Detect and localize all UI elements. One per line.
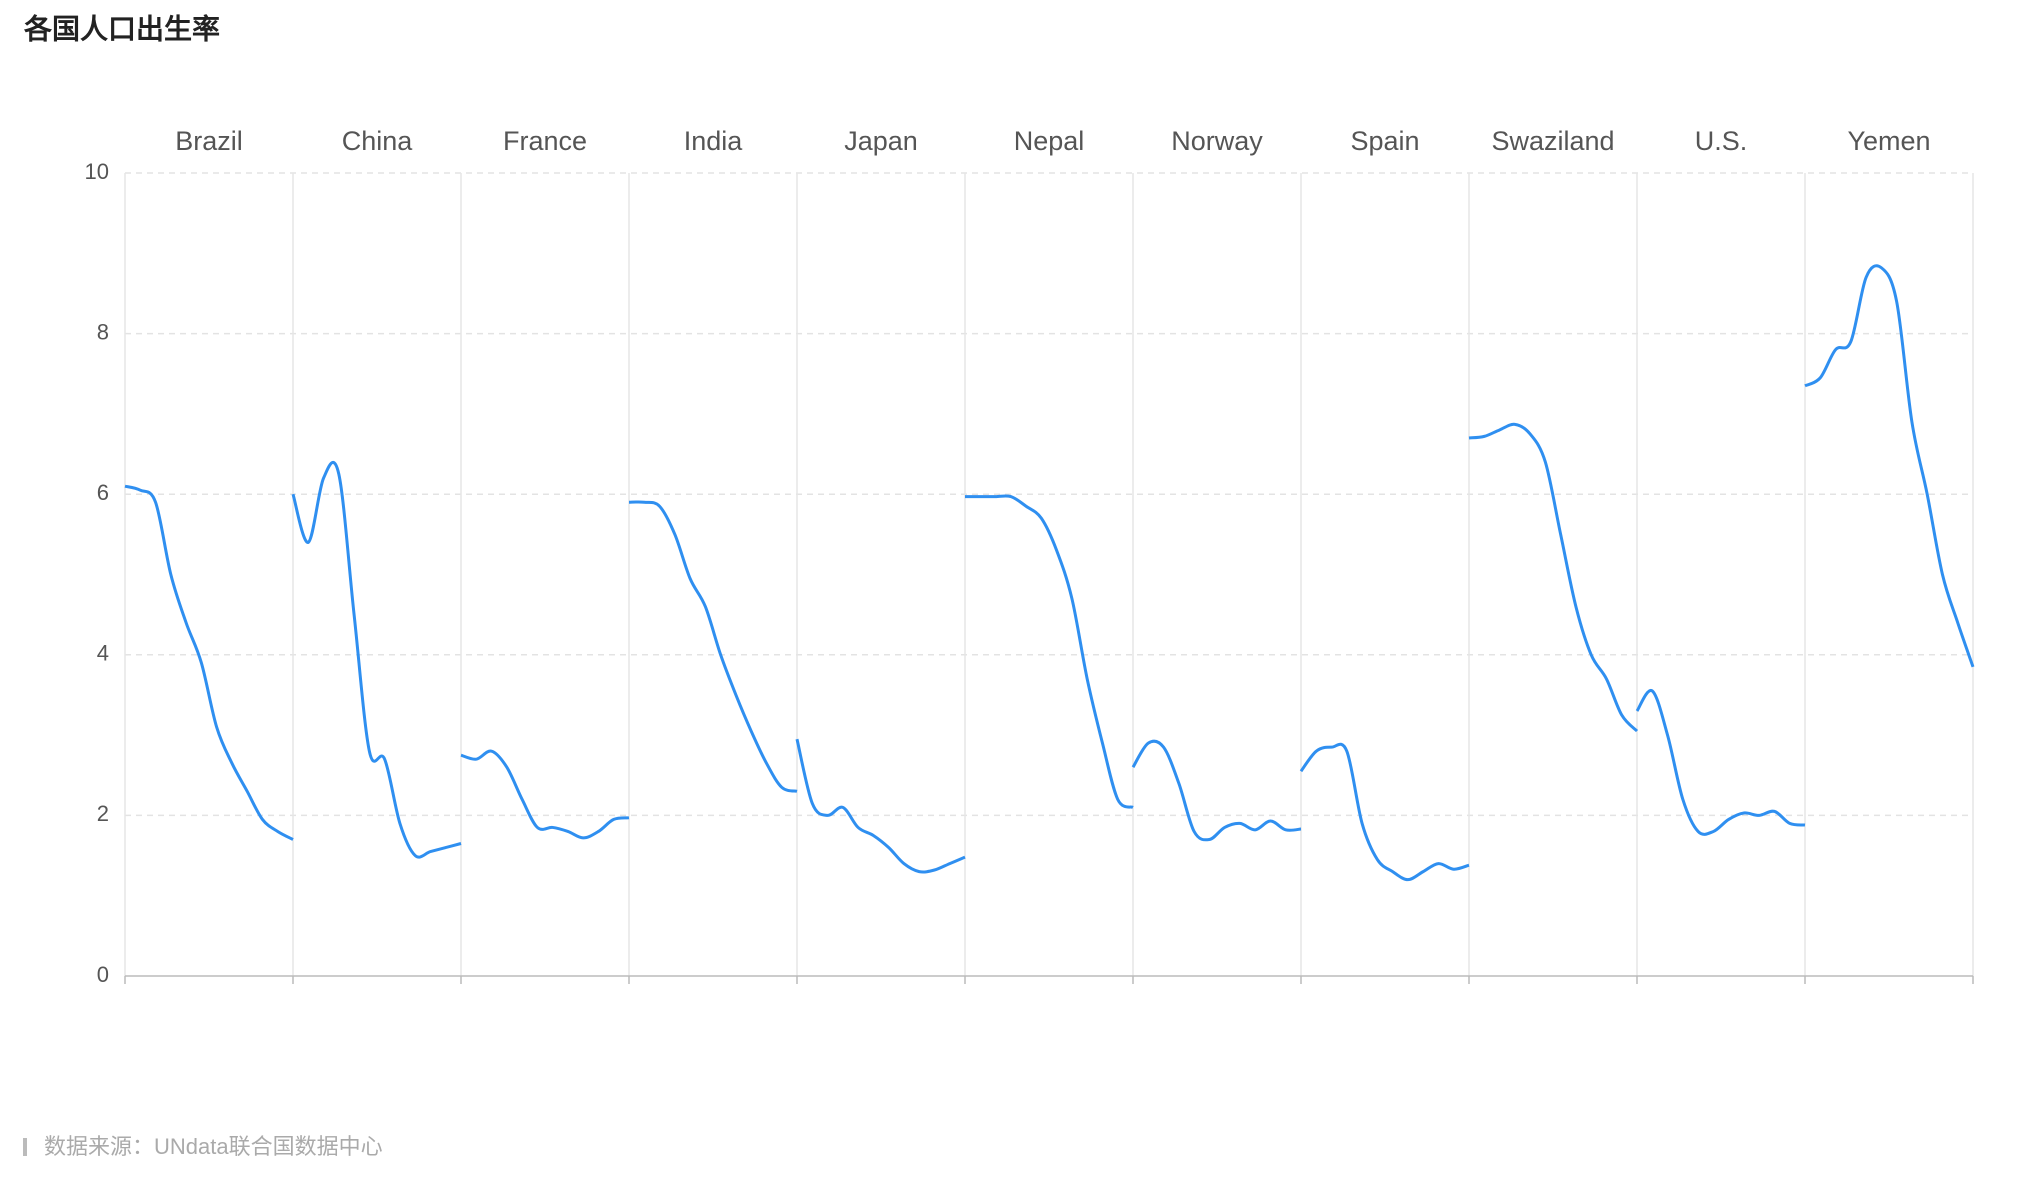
- facet-label: Norway: [1171, 126, 1263, 156]
- y-tick-label: 0: [97, 962, 109, 987]
- y-tick-label: 10: [85, 159, 109, 184]
- line: [1635, 689, 1806, 836]
- facet-label: Nepal: [1014, 126, 1085, 156]
- y-tick-label: 8: [97, 319, 109, 344]
- facet-label: Spain: [1350, 126, 1419, 156]
- y-tick-label: 6: [97, 480, 109, 505]
- line: [124, 484, 294, 841]
- y-tick-label: 4: [97, 641, 109, 666]
- facet-label: Swaziland: [1491, 126, 1614, 156]
- line: [1131, 739, 1302, 842]
- y-tick-label: 2: [97, 801, 109, 826]
- chart-title: 各国人口出生率: [23, 12, 220, 44]
- line: [1804, 264, 1975, 668]
- line: [795, 738, 966, 874]
- facet-label: U.S.: [1695, 126, 1748, 156]
- source-marker: [23, 1138, 27, 1156]
- facet-label: India: [684, 126, 744, 156]
- facet-label: France: [503, 126, 587, 156]
- facet-label: China: [342, 126, 414, 156]
- line: [291, 460, 462, 859]
- facet-label: Yemen: [1847, 126, 1930, 156]
- facet-label: Japan: [844, 126, 918, 156]
- line: [1468, 422, 1639, 733]
- line: [460, 749, 630, 840]
- source: 数据来源：UNdata联合国数据中心: [44, 1134, 383, 1159]
- facet-label: Brazil: [175, 126, 243, 156]
- line: [965, 494, 1134, 809]
- line: [1299, 742, 1470, 882]
- line: [628, 500, 798, 793]
